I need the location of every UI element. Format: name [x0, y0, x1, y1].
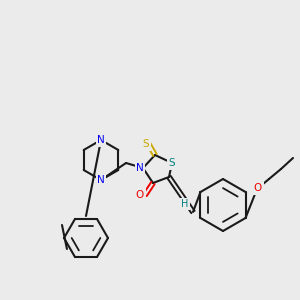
Text: O: O: [254, 183, 262, 193]
Text: S: S: [143, 139, 149, 149]
Text: N: N: [97, 175, 105, 185]
Text: N: N: [136, 163, 144, 173]
Text: S: S: [169, 158, 175, 168]
Text: N: N: [97, 135, 105, 145]
Text: H: H: [181, 199, 189, 209]
Text: O: O: [136, 190, 144, 200]
